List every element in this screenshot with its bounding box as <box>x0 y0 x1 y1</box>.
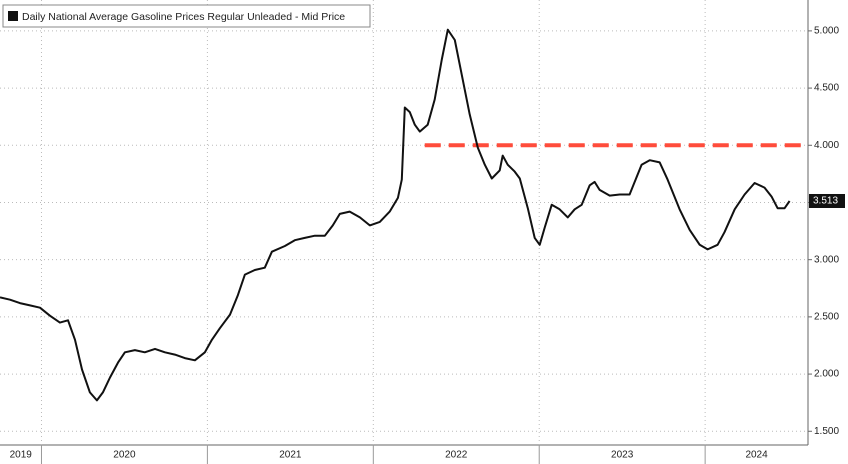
y-tick-label: 2.000 <box>814 369 839 380</box>
x-tick-label: 2023 <box>611 450 634 461</box>
line-series <box>0 28 791 402</box>
legend-box <box>2 4 371 28</box>
y-tick-label: 1.500 <box>814 426 839 437</box>
legend-swatch <box>8 11 18 21</box>
y-tick-label: 4.500 <box>814 83 839 94</box>
x-tick-label: 2021 <box>279 450 302 461</box>
legend: Daily National Average Gasoline Prices R… <box>2 4 371 28</box>
x-tick-label: 2022 <box>445 450 468 461</box>
x-tick-label: 2024 <box>745 450 768 461</box>
y-tick-label: 4.000 <box>814 140 839 151</box>
x-tick-label: 2019 <box>10 450 33 461</box>
y-tick-label: 3.000 <box>814 254 839 265</box>
legend-label: Daily National Average Gasoline Prices R… <box>22 11 345 23</box>
x-tick-label: 2020 <box>113 450 136 461</box>
last-value-badge <box>809 193 845 208</box>
y-tick-label: 5.000 <box>814 26 839 37</box>
y-tick-label: 2.500 <box>814 312 839 323</box>
last-value-label: 3.513 <box>813 196 838 207</box>
